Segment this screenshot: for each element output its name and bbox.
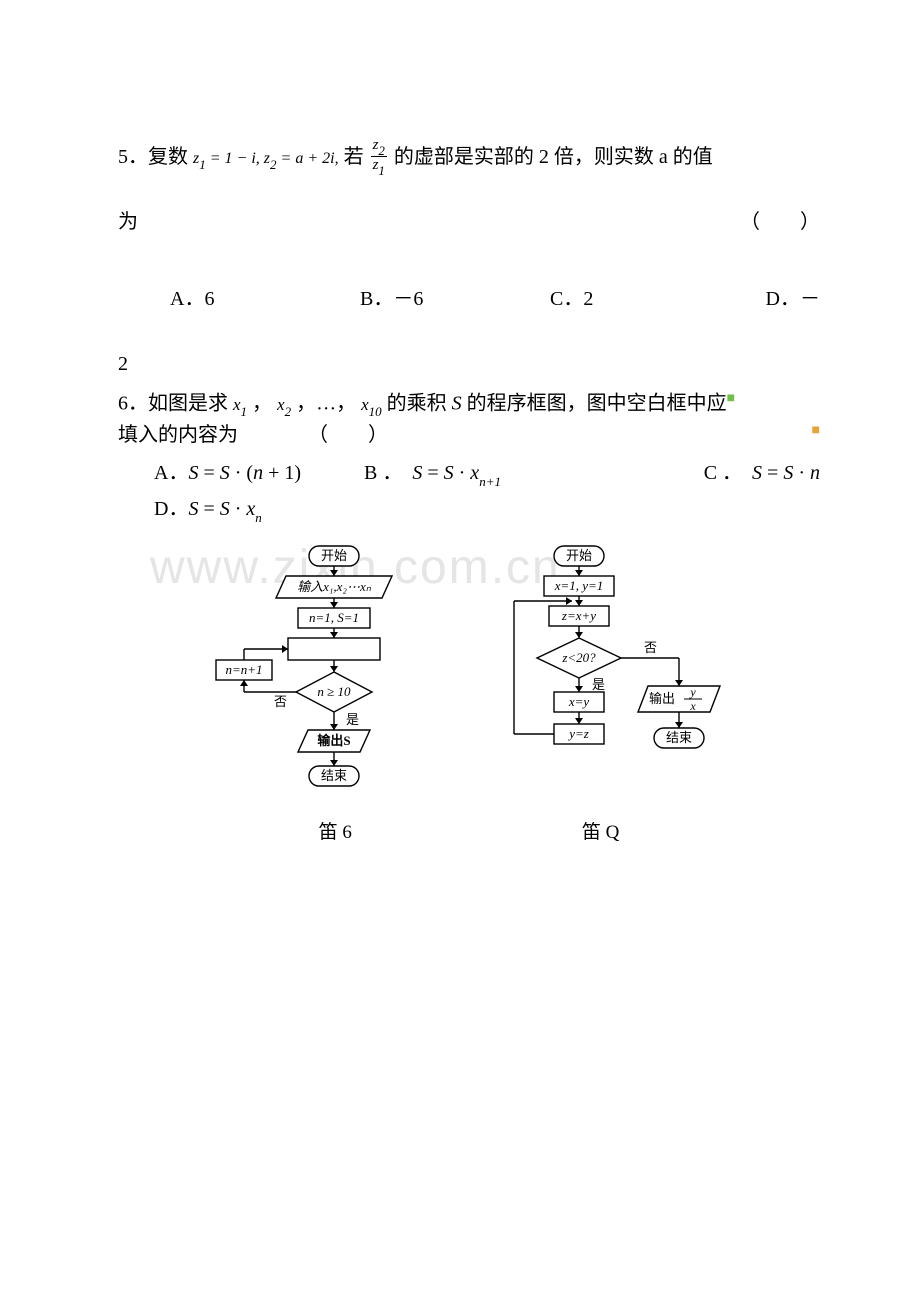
q5-frac-num: z2 <box>371 138 387 157</box>
q5-z-expr: z1 = 1 − i, z2 = a + 2i, <box>193 150 339 167</box>
svg-text:开始: 开始 <box>321 548 347 563</box>
svg-text:否: 否 <box>274 694 287 709</box>
svg-text:x=1, y=1: x=1, y=1 <box>554 578 604 593</box>
q6-c2: ，…， <box>296 393 356 415</box>
q6-opt-c: C ． S = S · n <box>634 456 820 488</box>
q5-frac-den: z1 <box>371 157 387 175</box>
flowchart-6-svg: 开始 输入x₁,x₂⋯xₙ n=1, S=1 <box>214 542 414 807</box>
svg-text:输出: 输出 <box>649 691 675 706</box>
caption-6: 笛 6 <box>319 817 352 844</box>
svg-text:是: 是 <box>346 712 359 727</box>
svg-text:n=1, S=1: n=1, S=1 <box>309 610 359 625</box>
green-dot-icon: ■ <box>727 391 735 406</box>
q5-line2: 为 （ ） <box>118 205 820 234</box>
q6-opt-d: D．S = S · xn <box>154 498 262 520</box>
svg-text:x=y: x=y <box>568 694 590 709</box>
q6-options-row2: D．S = S · xn <box>118 492 820 524</box>
svg-text:n ≥ 10: n ≥ 10 <box>317 684 351 699</box>
svg-text:z<20?: z<20? <box>561 650 596 665</box>
q6-line1: 6．如图是求 x1 ， x2 ，…， x10 的乘积 S 的程序框图，图中空白框… <box>118 388 820 450</box>
q5-number: 5． <box>118 146 148 168</box>
svg-text:结束: 结束 <box>321 768 347 783</box>
svg-text:y=z: y=z <box>567 726 589 741</box>
q6-x10: x10 <box>361 395 382 414</box>
q6-S: S <box>452 393 462 415</box>
q6-line2: 填入的内容为 （ ） <box>118 424 388 446</box>
svg-text:y: y <box>689 685 696 699</box>
q6-t3: 的程序框图，图中空白框中应 <box>467 393 727 415</box>
svg-text:输入x₁,x₂⋯xₙ: 输入x₁,x₂⋯xₙ <box>297 579 372 594</box>
q6-t2: 的乘积 <box>387 393 447 415</box>
q6-c1: ， <box>252 393 272 415</box>
q6-x2: x2 <box>277 395 291 414</box>
caption-8: 笛 Q <box>582 817 619 844</box>
q6-x1: x1 <box>233 395 247 414</box>
svg-text:n=n+1: n=n+1 <box>225 662 262 677</box>
q5-fraction: z2 z1 <box>371 138 387 175</box>
svg-text:开始: 开始 <box>566 548 592 563</box>
svg-text:结束: 结束 <box>666 730 692 745</box>
svg-text:输出S: 输出S <box>317 733 350 748</box>
q5-line1: 5．复数 z1 = 1 − i, z2 = a + 2i, 若 z2 z1 的虚… <box>118 140 820 177</box>
orange-dot-icon: ■ <box>812 420 820 441</box>
q5-pre: 复数 <box>148 146 188 168</box>
caption-row: 笛 6 笛 Q <box>118 811 820 844</box>
q5-wei: 为 <box>118 205 138 234</box>
flowchart-8-svg: 开始 x=1, y=1 z=x+y z<20? <box>484 542 724 777</box>
q5-opt-b: B．－6 <box>360 282 550 311</box>
q5-after: 的虚部是实部的 2 倍，则实数 a 的值 <box>394 146 713 168</box>
q6-opt-a: A．S = S · (n + 1) <box>154 456 364 488</box>
flowcharts-row: 开始 输入x₁,x₂⋯xₙ n=1, S=1 <box>118 542 820 807</box>
svg-text:x: x <box>689 699 696 713</box>
q5-mid: 若 <box>344 146 364 168</box>
q6-t1: 6．如图是求 <box>118 393 228 415</box>
q5-options: A．6 B．－6 C．2 D．－ <box>118 282 820 311</box>
q5-opt-c: C．2 <box>550 282 700 311</box>
q5-paren: （ ） <box>740 205 820 234</box>
flowchart-6: 开始 输入x₁,x₂⋯xₙ n=1, S=1 <box>214 542 414 807</box>
q5-opt-d: D．－ <box>700 282 820 311</box>
svg-text:z=x+y: z=x+y <box>561 608 596 623</box>
exam-page: www.zixin.com.cn 5．复数 z1 = 1 − i, z2 = a… <box>0 0 920 904</box>
q5-opt-a: A．6 <box>170 282 360 311</box>
q5-continuation: 2 <box>118 353 820 376</box>
flowchart-8: 开始 x=1, y=1 z=x+y z<20? <box>484 542 724 807</box>
svg-text:是: 是 <box>592 677 605 692</box>
svg-text:否: 否 <box>644 640 657 655</box>
q6-options-row1: A．S = S · (n + 1) B ． S = S · xn+1 C ． S… <box>118 456 820 488</box>
q6-opt-b: B ． S = S · xn+1 <box>364 456 634 488</box>
